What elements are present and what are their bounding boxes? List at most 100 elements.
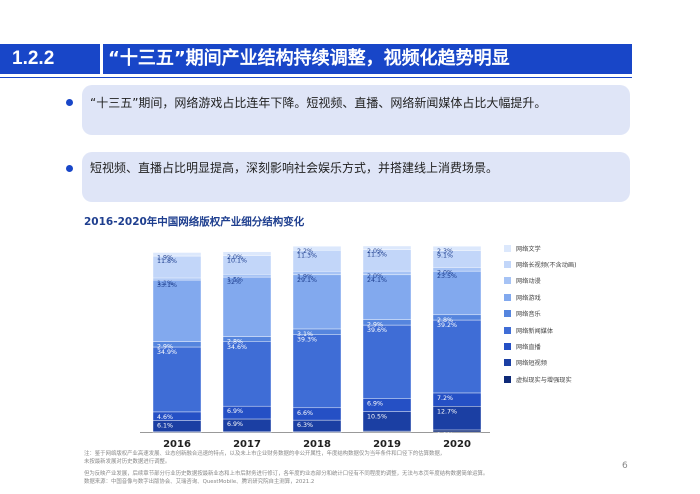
legend-label: 网络直播: [516, 344, 541, 352]
legend-label: 网络音乐: [516, 311, 541, 319]
bullet-dot-icon: [66, 165, 73, 172]
data-label: 1.9%: [157, 255, 173, 262]
title-separator: [100, 44, 103, 74]
data-label: 6.6%: [297, 410, 313, 417]
bar-segment: [292, 245, 342, 251]
x-tick-label: 2018: [303, 439, 331, 450]
data-label: 2.0%: [367, 248, 383, 255]
bar-segment: [222, 251, 272, 256]
data-label: 10.5%: [367, 414, 387, 421]
bar-segment: [432, 270, 482, 316]
legend-item: 网络短视频: [504, 355, 577, 371]
page-title: “十三五”期间产业结构持续调整，视频化趋势明显: [108, 48, 510, 69]
legend-swatch: [504, 277, 511, 285]
footnote-line-4: 数据来源：中国音像与数字出版协会、艾瑞咨询、QuestMobile、腾讯研究院自…: [84, 479, 315, 485]
data-label: 6.9%: [227, 421, 243, 428]
data-label: 2.2%: [297, 248, 313, 255]
data-label: 1.1%: [157, 280, 173, 287]
data-label: 0.1%: [227, 434, 243, 441]
legend-swatch: [504, 359, 511, 367]
legend-label: 网络长视频(不含动画): [516, 262, 577, 270]
data-label: 2.9%: [367, 322, 383, 329]
chart-legend: 网络文学网络长视频(不含动画) 网络动漫网络游戏网络音乐网络新闻媒体 网络直播网络短…: [504, 240, 577, 388]
bullet-box-2: [82, 152, 630, 202]
legend-label: 网络短视频: [516, 360, 547, 368]
legend-swatch: [504, 293, 511, 301]
data-label: 6.1%: [157, 422, 173, 429]
legend-label: 网络新闻媒体: [516, 327, 554, 335]
legend-swatch: [504, 326, 511, 334]
bar-segment: [152, 346, 202, 413]
data-label: 0.5%: [367, 433, 383, 440]
legend-swatch: [504, 310, 511, 318]
section-number: 1.2.2: [12, 48, 55, 69]
data-label: 2.0%: [227, 254, 243, 261]
legend-item: 网络音乐: [504, 306, 577, 322]
bar-segment: [292, 334, 342, 409]
chart-title: 2016-2020年中国网络版权产业细分结构变化: [84, 216, 305, 228]
page-number: 6: [622, 461, 628, 471]
bullet-text-1: “十三五”期间，网络游戏占比连年下降。短视频、直播、网络新闻媒体占比大幅提升。: [90, 96, 547, 110]
legend-item: 网络直播: [504, 338, 577, 354]
data-label: 2.0%: [437, 269, 453, 276]
legend-label: 网络文学: [516, 245, 541, 253]
data-label: 6.3%: [297, 422, 313, 429]
legend-label: 网络游戏: [516, 294, 541, 302]
bar-segment: [222, 341, 272, 407]
data-label: 29.1%: [297, 277, 317, 284]
x-tick-label: 2017: [233, 439, 261, 450]
bullet-box-1: [82, 85, 630, 135]
data-label: 11.8%: [157, 258, 177, 265]
bar-segment: [292, 274, 342, 330]
legend-swatch: [504, 375, 511, 383]
data-label: 1.1%: [437, 432, 453, 439]
title-bar: [0, 44, 632, 74]
bar-segment: [432, 245, 482, 251]
data-label: 12.7%: [437, 408, 457, 415]
legend-item: 网络长视频(不含动画): [504, 256, 577, 272]
data-label: 2.8%: [227, 339, 243, 346]
bar-segment: [362, 324, 412, 399]
data-label: 39.6%: [367, 327, 387, 334]
data-label: 2.9%: [157, 344, 173, 351]
data-label: 23.5%: [437, 273, 457, 280]
data-label: 4.6%: [157, 414, 173, 421]
x-tick-label: 2019: [373, 439, 401, 450]
legend-item: 网络动漫: [504, 273, 577, 289]
legend-label: 网络动漫: [516, 278, 541, 286]
bar-segment: [222, 276, 272, 337]
legend-item: 虚拟现实与增强现实: [504, 371, 577, 387]
bullet-dot-icon: [66, 99, 73, 106]
data-label: 3.1%: [297, 331, 313, 338]
data-label: 34.9%: [157, 349, 177, 356]
data-label: 6.9%: [227, 408, 243, 415]
data-label: 11.3%: [297, 252, 317, 259]
legend-item: 网络游戏: [504, 289, 577, 305]
data-label: 11.5%: [367, 252, 387, 259]
legend-swatch: [504, 261, 511, 269]
bullet-text-2: 短视频、直播占比明显提高，深刻影响社会娱乐方式，并搭建线上消费场景。: [90, 161, 499, 175]
data-label: 32%: [227, 279, 241, 286]
legend-swatch: [504, 343, 511, 351]
data-label: 33.1%: [157, 282, 177, 289]
legend-item: 网络新闻媒体: [504, 322, 577, 338]
bar-segment: [152, 279, 202, 342]
data-label: 1.5%: [227, 276, 243, 283]
data-label: 2.0%: [367, 273, 383, 280]
bar-segment: [362, 245, 412, 250]
legend-item: 网络文学: [504, 240, 577, 256]
data-label: 39.2%: [437, 322, 457, 329]
title-underline: [0, 77, 632, 78]
data-label: 2.8%: [437, 317, 453, 324]
data-label: 2.3%: [437, 248, 453, 255]
footnote-line-2: 未按最新发展对历史数据进行调整。: [84, 459, 171, 465]
x-tick-label: 2016: [163, 439, 191, 450]
data-label: 0.1%: [297, 434, 313, 441]
data-label: 34.6%: [227, 344, 247, 351]
data-label: 39.3%: [297, 337, 317, 344]
legend-swatch: [504, 244, 511, 252]
data-label: 7.2%: [437, 395, 453, 402]
x-tick-label: 2020: [443, 439, 471, 450]
footnote-line-1: 注：鉴于网络版权产业高速发展、业态创新融合迅速的特点，以及未上市企业财务数据的非…: [84, 451, 446, 457]
